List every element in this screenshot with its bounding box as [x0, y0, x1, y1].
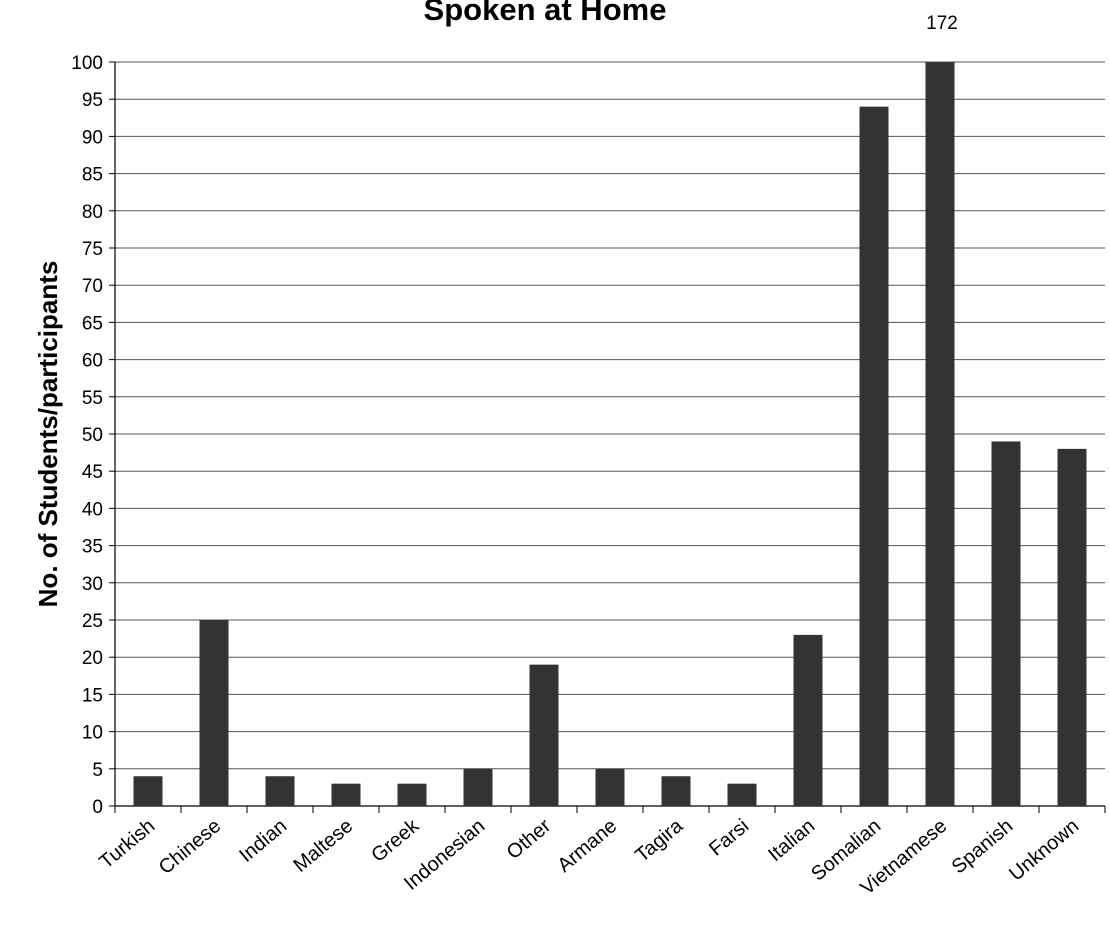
chart-title: Spoken at Home	[424, 0, 667, 27]
x-tick-label: Armane	[553, 815, 621, 877]
y-tick-label: 20	[82, 648, 103, 669]
x-tick-label: Italian	[764, 815, 819, 866]
y-tick-label: 45	[82, 462, 103, 483]
y-tick-label: 55	[82, 388, 103, 409]
y-tick-label: 85	[82, 165, 103, 186]
y-tick-label: 40	[82, 499, 103, 520]
bar-indian	[265, 776, 295, 806]
x-tick-label: Greek	[367, 814, 424, 867]
x-tick-label: Unknown	[1005, 815, 1083, 885]
bar-armane	[595, 768, 625, 806]
y-tick-label: 65	[82, 313, 103, 334]
x-tick-label: Tagira	[631, 814, 688, 866]
x-tick-label: Chinese	[155, 815, 225, 879]
y-tick-label: 80	[82, 202, 103, 223]
y-tick-label: 10	[82, 723, 103, 744]
x-tick-label: Maltese	[289, 815, 357, 877]
y-tick-label: 15	[82, 685, 103, 706]
bar-indonesian	[463, 768, 493, 806]
y-tick-label: 90	[82, 127, 103, 148]
bar-vietnamese	[925, 62, 955, 806]
bar-chinese	[199, 620, 229, 806]
axes	[109, 61, 1106, 813]
bar-italian	[793, 634, 823, 806]
y-tick-label: 30	[82, 574, 103, 595]
bar-spanish	[991, 441, 1021, 806]
bar-other	[529, 664, 559, 806]
y-axis-label: No. of Students/participants	[33, 261, 63, 608]
bar-maltese	[331, 783, 361, 806]
y-tick-label: 95	[82, 90, 103, 111]
x-tick-label: Farsi	[705, 815, 753, 860]
bar-unknown	[1057, 448, 1087, 806]
y-tick-label: 60	[82, 351, 103, 372]
bar-farsi	[727, 783, 757, 806]
bars	[133, 62, 1087, 806]
y-tick-label: 5	[92, 760, 103, 781]
x-tick-label: Indian	[235, 815, 291, 867]
bar-turkish	[133, 776, 163, 806]
y-tick-label: 25	[82, 611, 103, 632]
bar-tagira	[661, 776, 691, 806]
y-tick-label: 0	[92, 797, 103, 818]
data-label: 172	[926, 13, 958, 34]
x-tick-label: Other	[503, 815, 556, 864]
bar-somalian	[859, 106, 889, 806]
x-tick-label: Turkish	[95, 815, 159, 874]
y-tick-label: 70	[82, 276, 103, 297]
y-tick-label: 100	[71, 53, 103, 74]
y-tick-label: 35	[82, 537, 103, 558]
bar-greek	[397, 783, 427, 806]
gridlines	[115, 61, 1105, 770]
y-tick-label: 50	[82, 425, 103, 446]
y-tick-label: 75	[82, 239, 103, 260]
